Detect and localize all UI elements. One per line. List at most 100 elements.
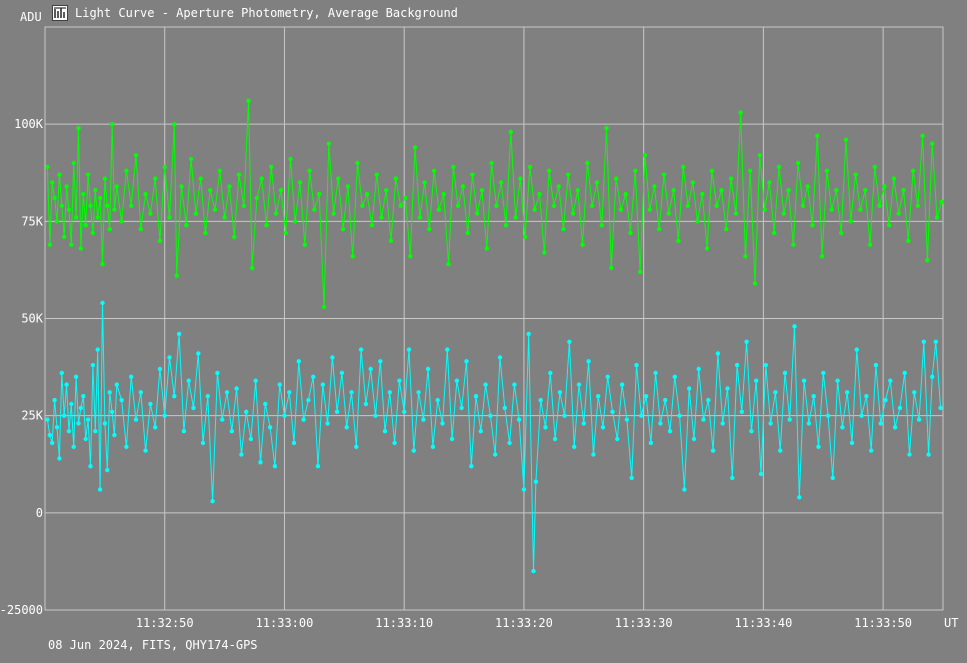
data-point (393, 176, 398, 181)
data-point (493, 452, 498, 457)
data-point (873, 362, 879, 368)
data-point (196, 351, 201, 356)
data-point (162, 413, 167, 418)
data-point (331, 211, 336, 216)
data-point (733, 211, 739, 216)
data-point (107, 226, 112, 232)
data-point (416, 390, 421, 395)
data-point (883, 397, 888, 403)
data-point (184, 223, 189, 228)
data-point (512, 382, 517, 387)
data-point (892, 425, 898, 430)
data-point (455, 203, 461, 208)
data-point (829, 207, 834, 212)
data-point (364, 191, 370, 197)
data-point (663, 397, 668, 403)
data-point (687, 386, 692, 391)
data-point (605, 374, 610, 379)
data-point (258, 460, 263, 465)
series-layer (45, 98, 944, 574)
data-point (259, 176, 264, 181)
data-point (738, 110, 743, 115)
data-point (47, 432, 52, 438)
data-point (283, 230, 288, 236)
data-point (489, 160, 494, 166)
data-point (215, 370, 220, 376)
data-point (45, 417, 50, 422)
data-point (556, 184, 561, 189)
data-point (502, 405, 507, 411)
data-point (172, 394, 177, 399)
data-point (71, 444, 76, 449)
data-point (76, 125, 81, 131)
data-point (71, 160, 76, 166)
data-point (54, 219, 60, 224)
data-point (446, 261, 451, 267)
data-point (725, 386, 730, 391)
data-point (282, 413, 287, 418)
data-point (848, 219, 853, 224)
data-point (901, 188, 906, 193)
data-point (234, 386, 239, 391)
data-point (581, 421, 586, 426)
data-point (762, 207, 767, 212)
data-point (896, 211, 901, 216)
data-point (503, 223, 509, 228)
data-point (872, 164, 877, 170)
data-point (425, 366, 431, 372)
data-point (181, 429, 187, 434)
data-point (557, 390, 563, 395)
data-point (912, 390, 917, 395)
grid-lines (45, 27, 943, 611)
data-point (278, 188, 284, 193)
data-point (436, 207, 442, 212)
data-point (188, 156, 194, 162)
data-point (786, 188, 791, 193)
data-point (920, 133, 925, 138)
data-point (580, 242, 585, 247)
series-1 (45, 300, 943, 574)
data-point (427, 226, 432, 232)
data-point (382, 429, 388, 434)
data-point (288, 156, 293, 162)
data-point (483, 382, 488, 387)
x-tick-label: 11:33:00 (256, 616, 314, 630)
data-point (730, 475, 735, 481)
data-point (379, 215, 384, 220)
data-point (47, 242, 52, 247)
data-point (696, 366, 701, 372)
data-point (465, 230, 470, 236)
data-point (653, 370, 658, 376)
data-point (326, 141, 331, 146)
data-point (522, 234, 528, 240)
data-point (241, 203, 246, 208)
data-point (403, 195, 408, 201)
data-point (772, 230, 777, 236)
data-point (749, 429, 754, 434)
x-tick-label: 11:33:20 (495, 616, 553, 630)
data-point (339, 370, 345, 376)
data-point (100, 300, 105, 306)
data-point (677, 413, 682, 418)
data-point (360, 203, 365, 208)
data-point (193, 211, 199, 216)
data-point (97, 195, 103, 201)
data-point (819, 254, 825, 259)
data-point (50, 180, 55, 185)
data-point (114, 184, 120, 189)
data-point (200, 440, 206, 446)
data-point (73, 374, 79, 379)
data-point (527, 164, 533, 170)
data-point (340, 226, 346, 232)
data-point (728, 176, 734, 181)
data-point (902, 370, 907, 376)
data-point (61, 234, 67, 240)
data-point (369, 223, 375, 228)
data-point (325, 421, 330, 426)
data-point (538, 397, 543, 403)
data-point (652, 184, 657, 189)
data-point (516, 417, 522, 422)
data-point (473, 394, 479, 399)
data-point (402, 409, 407, 414)
data-point (227, 184, 232, 189)
